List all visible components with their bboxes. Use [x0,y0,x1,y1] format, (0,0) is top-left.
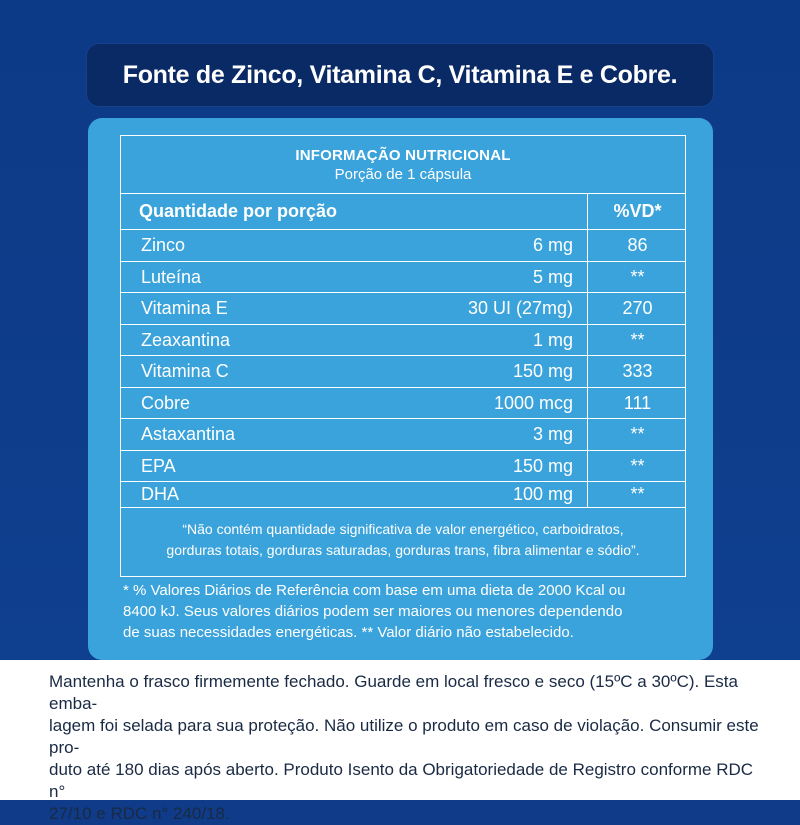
footnote-line: 8400 kJ. Seus valores diários podem ser … [123,603,623,620]
column-header-quantity: Quantidade por porção [139,201,338,221]
table-note-line: gorduras totais, gorduras saturadas, gor… [166,542,640,558]
nutrient-vd: 86 [627,235,648,255]
storage-line: lagem foi selada para sua proteção. Não … [49,716,759,757]
nutrient-quantity: 100 mg [512,484,573,504]
white-background [0,660,800,800]
column-header-vd: %VD* [613,201,662,221]
nutrient-name: Vitamina E [141,298,228,318]
vd-footnote: * % Valores Diários de Referência com ba… [123,580,683,643]
table-row: Luteína 5 mg ** [121,262,685,293]
table-row: Zinco 6 mg 86 [121,230,685,262]
nutrient-quantity: 6 mg [532,235,573,255]
storage-line: Mantenha o frasco firmemente fechado. Gu… [49,672,738,713]
storage-line: 27/10 e RDC n° 240/18. [49,804,230,823]
nutrient-quantity: 3 mg [532,424,573,444]
nutrient-name: Zeaxantina [141,329,231,350]
table-row: DHA 100 mg ** [121,482,685,508]
nutrient-quantity: 5 mg [532,266,573,287]
footnote-line: de suas necessidades energéticas. ** Val… [123,624,574,641]
nutrient-quantity: 150 mg [512,455,573,476]
nutrient-name: Cobre [141,392,191,413]
serving-size: Porção de 1 cápsula [334,166,472,183]
column-divider [587,194,588,508]
table-row: Cobre 1000 mcg 111 [121,388,685,419]
storage-instructions: Mantenha o frasco firmemente fechado. Gu… [49,671,769,825]
footnote-line: * % Valores Diários de Referência com ba… [123,582,626,599]
nutrient-vd: ** [630,484,645,504]
nutrient-name: Astaxantina [141,424,236,444]
table-note: “Não contém quantidade significativa de … [121,508,685,576]
nutrient-name: EPA [141,455,176,476]
nutrient-vd: 270 [622,298,653,318]
storage-line: duto até 180 dias após aberto. Produto I… [49,760,754,801]
table-row: Vitamina E 30 UI (27mg) 270 [121,293,685,325]
table-header: INFORMAÇÃO NUTRICIONAL Porção de 1 cápsu… [121,136,685,194]
nutrient-name: DHA [141,484,180,504]
table-note-line: “Não contém quantidade significativa de … [182,521,624,537]
product-title: Fonte de Zinco, Vitamina C, Vitamina E e… [122,60,678,89]
nutrient-name: Luteína [141,266,202,287]
table-row: Vitamina C 150 mg 333 [121,356,685,388]
nutrient-vd: 333 [622,361,653,381]
column-header-row: Quantidade por porção %VD* [121,194,685,230]
nutrient-vd: ** [630,455,645,476]
table-heading: INFORMAÇÃO NUTRICIONAL [295,147,511,164]
nutrient-quantity: 150 mg [512,361,573,381]
table-row: EPA 150 mg ** [121,451,685,482]
table-row: Zeaxantina 1 mg ** [121,325,685,356]
nutrient-vd: 111 [623,392,652,413]
title-banner: Fonte de Zinco, Vitamina C, Vitamina E e… [87,44,713,106]
nutrient-vd: ** [630,266,645,287]
nutrition-panel [88,118,713,660]
nutrient-vd: ** [630,424,645,444]
nutrition-table: INFORMAÇÃO NUTRICIONAL Porção de 1 cápsu… [120,135,686,577]
nutrient-name: Zinco [141,235,186,255]
nutrient-vd: ** [630,329,645,350]
nutrient-quantity: 1 mg [532,329,573,350]
nutrient-quantity: 1000 mcg [493,392,573,413]
nutrient-quantity: 30 UI (27mg) [467,298,573,318]
table-row: Astaxantina 3 mg ** [121,419,685,451]
nutrient-name: Vitamina C [141,361,229,381]
